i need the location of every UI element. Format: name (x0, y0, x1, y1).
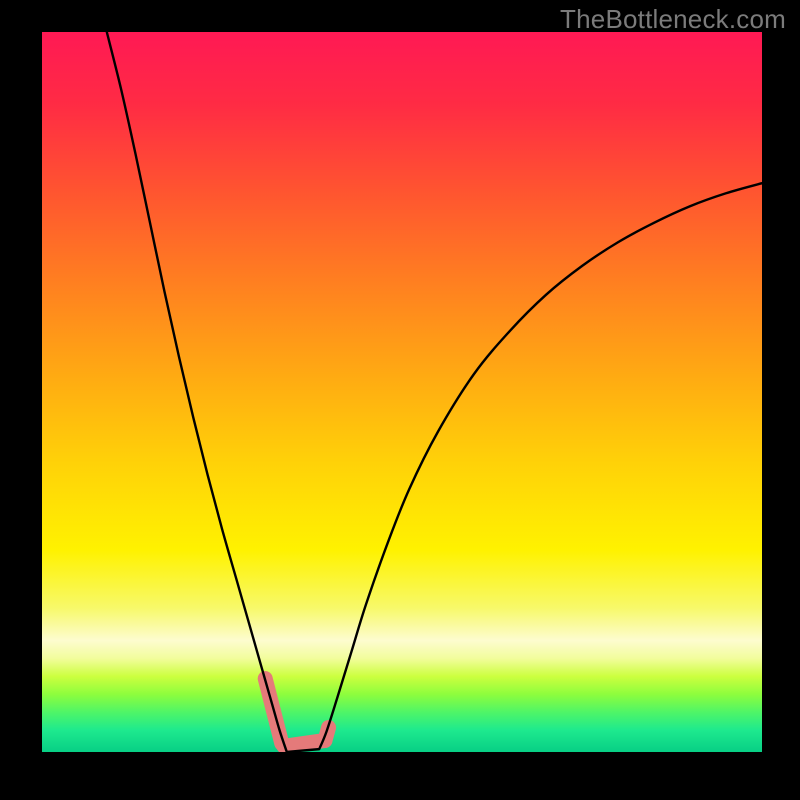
watermark-text: TheBottleneck.com (560, 4, 786, 35)
plot-area (42, 32, 762, 752)
gradient-background (42, 32, 762, 752)
plot-svg (42, 32, 762, 752)
